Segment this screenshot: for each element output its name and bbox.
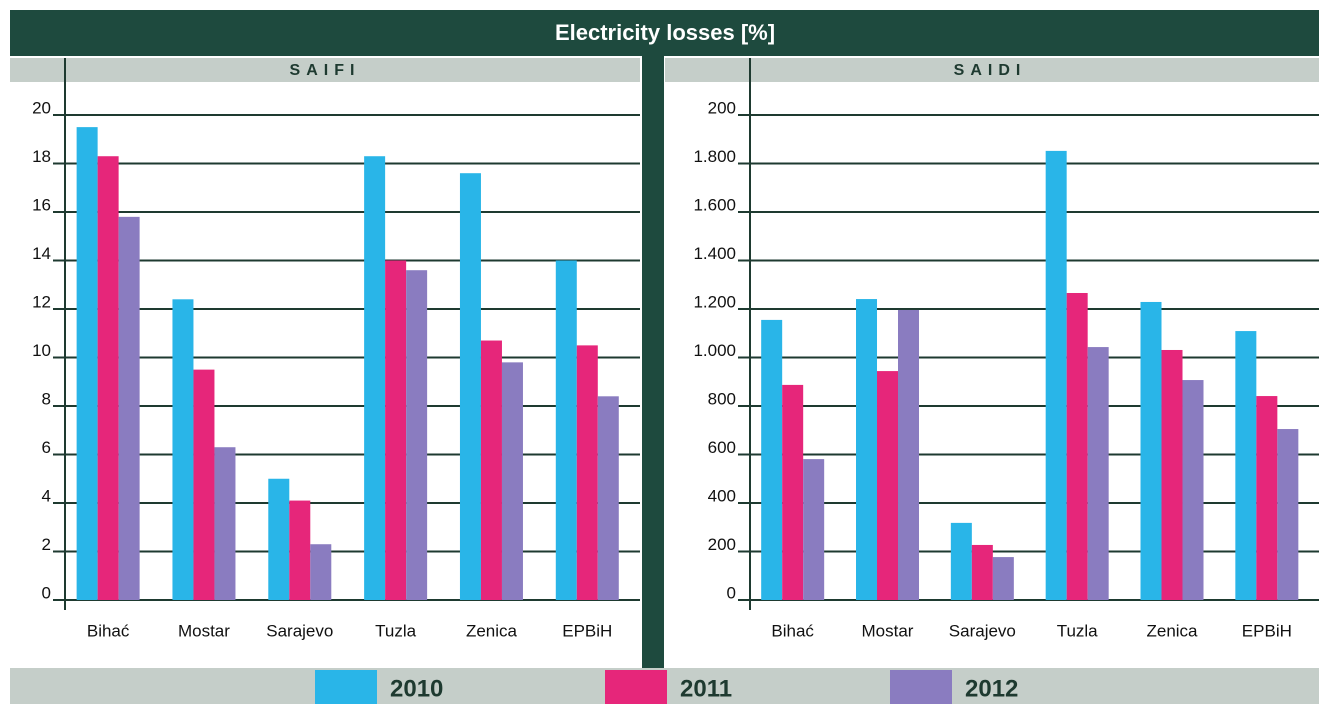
bar [1161, 349, 1183, 600]
bar [364, 156, 386, 600]
legend-swatch [315, 670, 377, 704]
y-tick-label: 10 [32, 341, 51, 360]
bar [172, 299, 194, 600]
y-tick-label: 12 [32, 292, 51, 311]
x-tick-label: Tuzla [1057, 621, 1098, 640]
x-tick-label: Bihać [87, 621, 130, 640]
y-tick-label: 18 [32, 147, 51, 166]
x-tick-label: EPBiH [562, 621, 612, 640]
bar [1256, 396, 1278, 600]
legend-swatch [605, 670, 667, 704]
x-tick-label: Bihać [771, 621, 814, 640]
y-tick-label: 8 [42, 389, 51, 408]
bar [501, 362, 523, 600]
bar [459, 173, 481, 600]
x-tick-label: Zenica [1146, 621, 1198, 640]
y-tick-label: 14 [32, 244, 51, 263]
bar [597, 396, 619, 600]
y-tick-label: 200 [708, 535, 736, 554]
bar [950, 522, 972, 600]
bar [782, 384, 804, 600]
y-tick-label: 0 [42, 583, 51, 602]
y-tick-label: 800 [708, 389, 736, 408]
x-tick-label: Mostar [178, 621, 230, 640]
y-tick-label: 1.000 [693, 341, 736, 360]
x-tick-label: Sarajevo [949, 621, 1016, 640]
bar [76, 127, 98, 600]
bar [971, 544, 993, 600]
y-tick-label: 16 [32, 195, 51, 214]
bar [193, 369, 215, 600]
y-tick-label: 400 [708, 486, 736, 505]
y-tick-label: 1.600 [693, 195, 736, 214]
bar [289, 500, 311, 600]
bar [555, 260, 577, 600]
divider [642, 56, 664, 668]
bar [1087, 347, 1109, 600]
legend-label: 2011 [680, 675, 732, 702]
legend-label: 2010 [390, 675, 443, 702]
header-bar [10, 10, 1319, 56]
bar [1066, 292, 1088, 600]
chart-title: Electricity losses [%] [555, 20, 775, 45]
bar [118, 216, 140, 600]
bar [97, 156, 119, 600]
bar [310, 544, 332, 600]
y-tick-label: 20 [32, 98, 51, 117]
y-tick-label: 1.400 [693, 244, 736, 263]
bar [803, 459, 825, 600]
bar [1235, 331, 1257, 600]
y-tick-label: 1.800 [693, 147, 736, 166]
x-tick-label: Sarajevo [266, 621, 333, 640]
legend-swatch [890, 670, 952, 704]
bar [406, 270, 428, 600]
y-tick-label: 0 [727, 583, 736, 602]
bar [385, 260, 407, 600]
y-tick-label: 2 [42, 535, 51, 554]
bar [1277, 429, 1299, 600]
legend-label: 2012 [965, 675, 1018, 702]
bar [1140, 301, 1162, 600]
bar [576, 345, 598, 600]
x-tick-label: Tuzla [375, 621, 416, 640]
bar [480, 340, 502, 600]
bar [992, 557, 1014, 600]
panel-header [665, 58, 1319, 82]
bar [1182, 380, 1204, 600]
panel-header [10, 58, 640, 82]
bar [761, 319, 783, 600]
x-tick-label: EPBiH [1242, 621, 1292, 640]
bar [1045, 150, 1067, 600]
y-tick-label: 600 [708, 438, 736, 457]
x-tick-label: Mostar [862, 621, 914, 640]
y-tick-label: 4 [42, 486, 51, 505]
bar [268, 478, 290, 600]
bar [214, 447, 236, 600]
x-tick-label: Zenica [466, 621, 518, 640]
bar [898, 309, 920, 600]
bar [877, 371, 899, 600]
panel-title: SAIFI [290, 62, 361, 79]
y-tick-label: 6 [42, 438, 51, 457]
bar [856, 299, 878, 600]
panel-title: SAIDI [954, 62, 1027, 79]
y-tick-label: 1.200 [693, 292, 736, 311]
y-tick-label: 200 [708, 98, 736, 117]
